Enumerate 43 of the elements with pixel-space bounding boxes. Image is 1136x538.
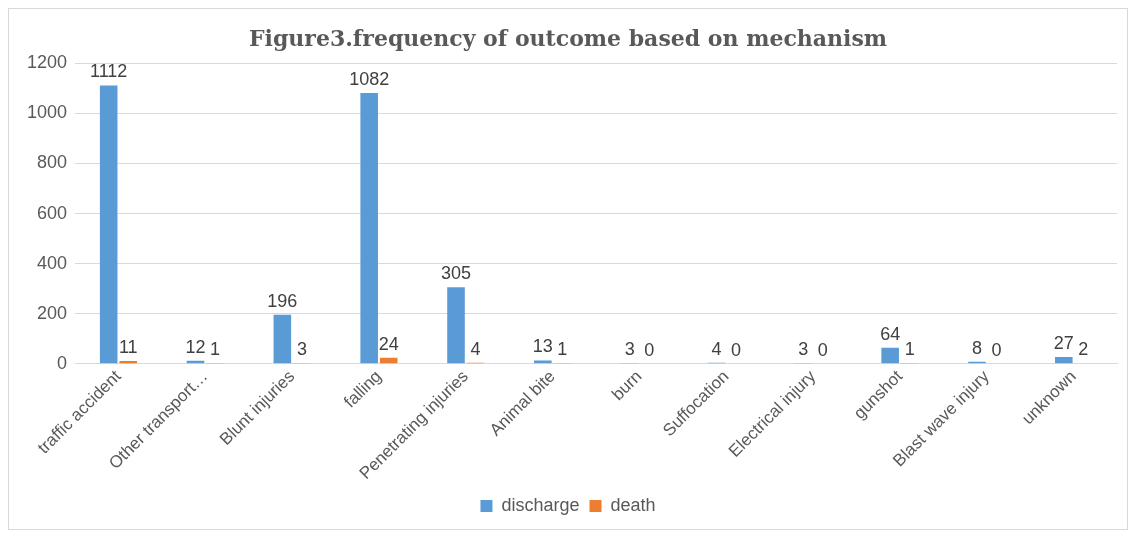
data-label: 1082	[349, 68, 390, 89]
y-tick-label: 800	[37, 152, 68, 173]
data-label: 12	[185, 336, 206, 357]
data-label: 305	[440, 263, 472, 284]
bar	[1055, 356, 1073, 364]
data-label: 1	[904, 339, 915, 360]
data-label: 0	[991, 339, 1002, 360]
bar	[273, 314, 292, 364]
y-tick-label: 400	[37, 252, 68, 273]
data-label: 196	[267, 290, 298, 311]
chart-title: Figure3.frequency of outcome based on mechanism	[248, 24, 888, 51]
data-label: 3	[624, 338, 635, 359]
legend-label: death	[610, 494, 656, 515]
data-label: 3	[296, 338, 307, 359]
bar	[881, 347, 899, 364]
data-label: 0	[731, 339, 742, 360]
data-label: 4	[711, 338, 722, 359]
bar	[119, 360, 138, 364]
bar	[99, 85, 118, 364]
y-tick-label: 1000	[27, 102, 68, 123]
data-label: 8	[971, 337, 982, 358]
bar	[360, 92, 378, 364]
data-label: 27	[1053, 332, 1074, 353]
data-label: 3	[798, 338, 809, 359]
data-label: 2	[1078, 339, 1089, 360]
data-label: 1112	[90, 61, 128, 82]
data-label: 0	[644, 339, 655, 360]
y-tick-label: 600	[37, 202, 68, 223]
data-label: 24	[378, 333, 399, 354]
y-tick-label: 1200	[27, 52, 68, 73]
bar	[534, 360, 552, 364]
data-label: 11	[118, 336, 138, 357]
y-tick-label: 0	[57, 352, 68, 373]
data-label: 1	[557, 339, 568, 360]
data-label: 1	[210, 339, 221, 360]
y-tick-label: 200	[37, 302, 68, 323]
data-label: 64	[880, 323, 901, 344]
bar	[379, 357, 398, 364]
data-label: 13	[532, 336, 553, 357]
data-label: 4	[470, 338, 481, 359]
bar	[447, 287, 465, 364]
legend-label: discharge	[501, 494, 580, 515]
data-label: 0	[817, 339, 828, 360]
